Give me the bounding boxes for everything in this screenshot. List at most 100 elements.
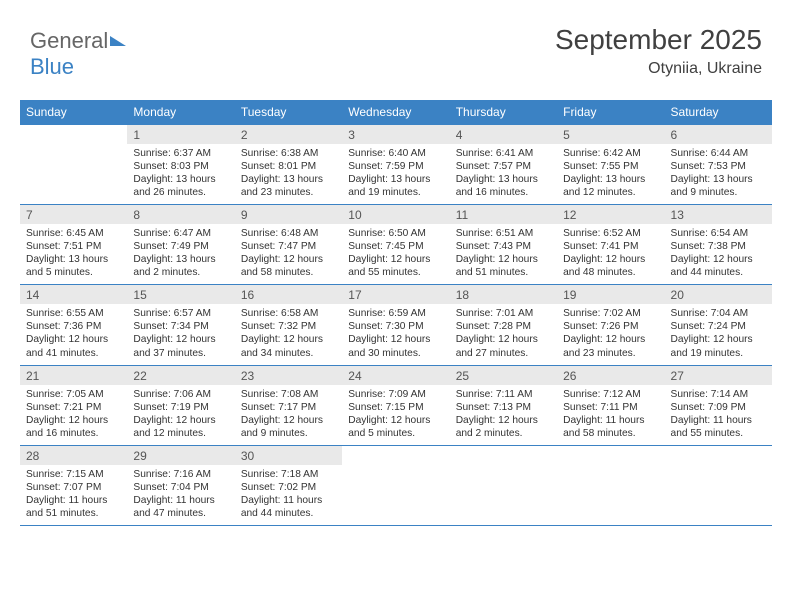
- calendar-day: 12Sunrise: 6:52 AMSunset: 7:41 PMDayligh…: [557, 205, 664, 284]
- day-details: Sunrise: 6:57 AMSunset: 7:34 PMDaylight:…: [133, 307, 228, 359]
- weekday-header: Tuesday: [235, 100, 342, 125]
- brand-part1: General: [30, 28, 108, 53]
- day-details: Sunrise: 7:12 AMSunset: 7:11 PMDaylight:…: [563, 388, 658, 440]
- day-details: Sunrise: 6:44 AMSunset: 7:53 PMDaylight:…: [671, 147, 766, 199]
- day-number: 29: [127, 446, 234, 465]
- day-number: 2: [235, 125, 342, 144]
- location-label: Otyniia, Ukraine: [555, 60, 762, 78]
- calendar-day: 25Sunrise: 7:11 AMSunset: 7:13 PMDayligh…: [450, 366, 557, 445]
- calendar-day: 10Sunrise: 6:50 AMSunset: 7:45 PMDayligh…: [342, 205, 449, 284]
- day-details: Sunrise: 6:55 AMSunset: 7:36 PMDaylight:…: [26, 307, 121, 359]
- day-number: 27: [665, 366, 772, 385]
- calendar-week: 28 Sunrise: 7:15 AMSunset: 7:07 PMDayligh…: [20, 446, 772, 526]
- calendar-day: 23 Sunrise: 7:08 AMSunset: 7:17 PMDayligh…: [235, 366, 342, 445]
- day-number: 20: [665, 285, 772, 304]
- calendar-day: 15 Sunrise: 6:57 AMSunset: 7:34 PMDayligh…: [127, 285, 234, 364]
- day-number: 10: [342, 205, 449, 224]
- calendar-day: [557, 446, 664, 525]
- day-details: Sunrise: 6:47 AMSunset: 7:49 PMDaylight:…: [133, 227, 228, 279]
- calendar-day: 8 Sunrise: 6:47 AMSunset: 7:49 PMDaylight…: [127, 205, 234, 284]
- calendar-day: 11 Sunrise: 6:51 AMSunset: 7:43 PMDayligh…: [450, 205, 557, 284]
- day-details: Sunrise: 6:51 AMSunset: 7:43 PMDaylight:…: [456, 227, 551, 279]
- day-details: Sunrise: 7:15 AMSunset: 7:07 PMDaylight:…: [26, 468, 121, 520]
- day-details: Sunrise: 6:58 AMSunset: 7:32 PMDaylight:…: [241, 307, 336, 359]
- weekday-header: Wednesday: [342, 100, 449, 125]
- day-number: 3: [342, 125, 449, 144]
- weekday-header: Sunday: [20, 100, 127, 125]
- day-details: Sunrise: 6:45 AMSunset: 7:51 PMDaylight:…: [26, 227, 121, 279]
- day-number: 16: [235, 285, 342, 304]
- calendar-day: 5 Sunrise: 6:42 AMSunset: 7:55 PMDaylight…: [557, 125, 664, 204]
- day-number: 18: [450, 285, 557, 304]
- calendar-day: 13Sunrise: 6:54 AMSunset: 7:38 PMDayligh…: [665, 205, 772, 284]
- calendar-day: 4 Sunrise: 6:41 AMSunset: 7:57 PMDaylight…: [450, 125, 557, 204]
- day-details: Sunrise: 6:48 AMSunset: 7:47 PMDaylight:…: [241, 227, 336, 279]
- day-details: Sunrise: 6:37 AMSunset: 8:03 PMDaylight:…: [133, 147, 228, 199]
- day-number: 23: [235, 366, 342, 385]
- day-number: 7: [20, 205, 127, 224]
- day-number: 4: [450, 125, 557, 144]
- calendar-day: 30 Sunrise: 7:18 AMSunset: 7:02 PMDayligh…: [235, 446, 342, 525]
- page-title: September 2025: [555, 24, 762, 56]
- calendar-day: [450, 446, 557, 525]
- calendar-day: 19 Sunrise: 7:02 AMSunset: 7:26 PMDayligh…: [557, 285, 664, 364]
- day-details: Sunrise: 7:11 AMSunset: 7:13 PMDaylight:…: [456, 388, 551, 440]
- day-details: Sunrise: 6:38 AMSunset: 8:01 PMDaylight:…: [241, 147, 336, 199]
- weekday-header: Monday: [127, 100, 234, 125]
- day-details: Sunrise: 7:06 AMSunset: 7:19 PMDaylight:…: [133, 388, 228, 440]
- day-number: 14: [20, 285, 127, 304]
- day-details: Sunrise: 6:40 AMSunset: 7:59 PMDaylight:…: [348, 147, 443, 199]
- calendar-day: 24Sunrise: 7:09 AMSunset: 7:15 PMDayligh…: [342, 366, 449, 445]
- day-details: Sunrise: 7:18 AMSunset: 7:02 PMDaylight:…: [241, 468, 336, 520]
- day-details: Sunrise: 6:52 AMSunset: 7:41 PMDaylight:…: [563, 227, 658, 279]
- day-details: Sunrise: 7:05 AMSunset: 7:21 PMDaylight:…: [26, 388, 121, 440]
- calendar-day: 9 Sunrise: 6:48 AMSunset: 7:47 PMDaylight…: [235, 205, 342, 284]
- calendar-day: 7 Sunrise: 6:45 AMSunset: 7:51 PMDaylight…: [20, 205, 127, 284]
- day-details: Sunrise: 7:14 AMSunset: 7:09 PMDaylight:…: [671, 388, 766, 440]
- day-number: 11: [450, 205, 557, 224]
- calendar-day: 2 Sunrise: 6:38 AMSunset: 8:01 PMDaylight…: [235, 125, 342, 204]
- day-details: Sunrise: 7:16 AMSunset: 7:04 PMDaylight:…: [133, 468, 228, 520]
- day-number: 21: [20, 366, 127, 385]
- day-details: Sunrise: 7:01 AMSunset: 7:28 PMDaylight:…: [456, 307, 551, 359]
- day-number: 15: [127, 285, 234, 304]
- day-number: 22: [127, 366, 234, 385]
- day-details: Sunrise: 6:59 AMSunset: 7:30 PMDaylight:…: [348, 307, 443, 359]
- calendar-day: 27 Sunrise: 7:14 AMSunset: 7:09 PMDayligh…: [665, 366, 772, 445]
- calendar-day: 21 Sunrise: 7:05 AMSunset: 7:21 PMDayligh…: [20, 366, 127, 445]
- day-details: Sunrise: 6:42 AMSunset: 7:55 PMDaylight:…: [563, 147, 658, 199]
- day-number: 8: [127, 205, 234, 224]
- day-number: 17: [342, 285, 449, 304]
- day-number: 9: [235, 205, 342, 224]
- day-number: 30: [235, 446, 342, 465]
- day-details: Sunrise: 6:41 AMSunset: 7:57 PMDaylight:…: [456, 147, 551, 199]
- triangle-icon: [110, 36, 126, 46]
- day-number: 5: [557, 125, 664, 144]
- calendar: SundayMondayTuesdayWednesdayThursdayFrid…: [20, 100, 772, 526]
- day-number: 6: [665, 125, 772, 144]
- day-number: 19: [557, 285, 664, 304]
- day-details: Sunrise: 7:02 AMSunset: 7:26 PMDaylight:…: [563, 307, 658, 359]
- calendar-day: 3 Sunrise: 6:40 AMSunset: 7:59 PMDaylight…: [342, 125, 449, 204]
- day-details: Sunrise: 7:08 AMSunset: 7:17 PMDaylight:…: [241, 388, 336, 440]
- calendar-body: 1 Sunrise: 6:37 AMSunset: 8:03 PMDaylight…: [20, 125, 772, 526]
- brand-logo: General Blue: [30, 28, 126, 80]
- weekday-header: Thursday: [450, 100, 557, 125]
- weekday-header: Friday: [557, 100, 664, 125]
- brand-part2: Blue: [30, 54, 74, 79]
- weekday-header: Saturday: [665, 100, 772, 125]
- calendar-week: 7 Sunrise: 6:45 AMSunset: 7:51 PMDaylight…: [20, 205, 772, 285]
- calendar-day: 20 Sunrise: 7:04 AMSunset: 7:24 PMDayligh…: [665, 285, 772, 364]
- calendar-day: 1 Sunrise: 6:37 AMSunset: 8:03 PMDaylight…: [127, 125, 234, 204]
- calendar-week: 14 Sunrise: 6:55 AMSunset: 7:36 PMDayligh…: [20, 285, 772, 365]
- calendar-day: 28 Sunrise: 7:15 AMSunset: 7:07 PMDayligh…: [20, 446, 127, 525]
- calendar-day: 16 Sunrise: 6:58 AMSunset: 7:32 PMDayligh…: [235, 285, 342, 364]
- calendar-day: [342, 446, 449, 525]
- day-details: Sunrise: 6:54 AMSunset: 7:38 PMDaylight:…: [671, 227, 766, 279]
- day-number: 28: [20, 446, 127, 465]
- calendar-day: 26Sunrise: 7:12 AMSunset: 7:11 PMDayligh…: [557, 366, 664, 445]
- day-number: 1: [127, 125, 234, 144]
- title-block: September 2025 Otyniia, Ukraine: [555, 24, 762, 78]
- calendar-day: 6 Sunrise: 6:44 AMSunset: 7:53 PMDaylight…: [665, 125, 772, 204]
- day-details: Sunrise: 7:04 AMSunset: 7:24 PMDaylight:…: [671, 307, 766, 359]
